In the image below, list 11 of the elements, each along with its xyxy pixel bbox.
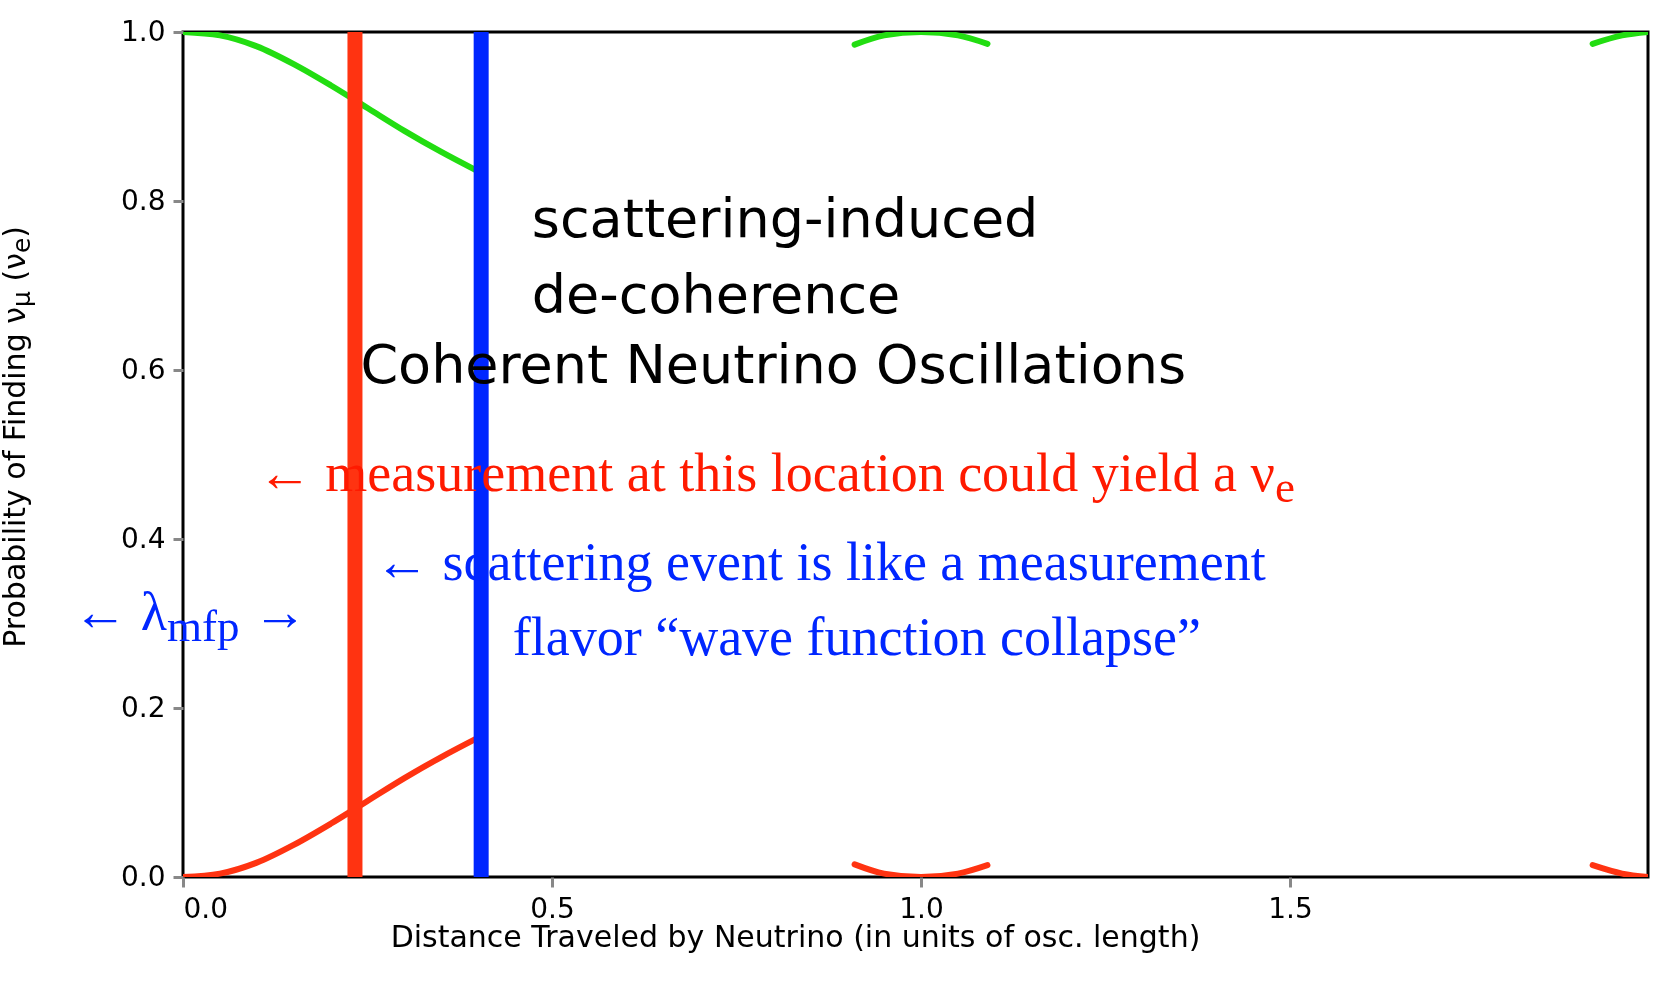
x-tick-label: 0.0: [183, 891, 229, 925]
annotation: de-coherence: [531, 263, 901, 327]
y-tick-label: 0.8: [120, 183, 166, 217]
x-tick-label: 1.5: [1268, 891, 1313, 925]
y-tick-label: 1.0: [120, 14, 166, 48]
annotation: scattering-induced: [531, 187, 1039, 251]
annotation: flavor “wave function collapse”: [512, 606, 1201, 667]
y-tick-label: 0.6: [120, 352, 166, 386]
y-tick-label: 0.2: [120, 690, 166, 724]
y-tick-label: 0.4: [120, 521, 166, 555]
y-tick-label: 0.0: [120, 859, 166, 893]
